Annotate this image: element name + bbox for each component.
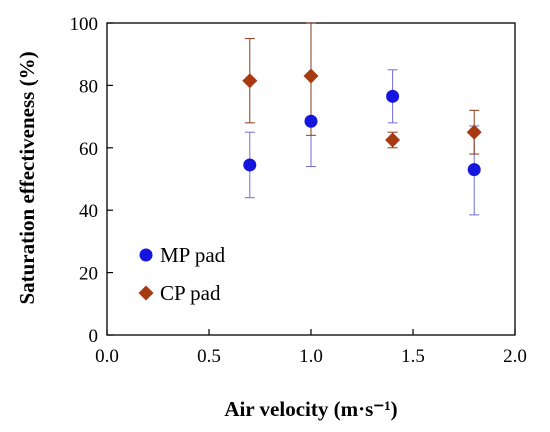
x-tick-label: 1.0: [299, 346, 323, 367]
x-tick-label: 2.0: [503, 346, 527, 367]
legend-item-mp: MP pad: [139, 243, 226, 267]
cp-pad-point: [466, 124, 482, 140]
x-ticks: 0.0 0.5 1.0 1.5 2.0: [95, 329, 527, 367]
legend-diamond-marker: [138, 285, 154, 301]
y-tick-label: 0: [89, 326, 99, 347]
mp-pad-point: [304, 114, 318, 128]
legend-circle-marker: [139, 248, 153, 262]
mp-pad-point: [386, 89, 400, 103]
y-ticks: 0 20 40 60 80 100: [70, 14, 113, 347]
mp-pad-point: [243, 158, 257, 172]
x-axis-label: Air velocity (m·s⁻¹): [224, 397, 397, 421]
data-markers: [242, 68, 482, 177]
x-tick-label: 0.0: [95, 346, 119, 367]
y-axis-label: Saturation effectiveness (%): [15, 51, 39, 304]
x-tick-label: 0.5: [197, 346, 221, 367]
legend-label: MP pad: [160, 243, 226, 267]
mp-pad-point: [467, 163, 481, 177]
legend-item-cp: CP pad: [138, 281, 221, 305]
legend-label: CP pad: [160, 281, 221, 305]
y-tick-label: 40: [79, 201, 98, 222]
cp-pad-point: [385, 132, 401, 148]
error-bars: [244, 22, 480, 216]
y-tick-label: 80: [79, 76, 98, 97]
legend: MP pad CP pad: [138, 243, 226, 305]
y-tick-label: 100: [70, 14, 99, 35]
cp-pad-point: [242, 73, 258, 89]
y-tick-label: 60: [79, 139, 98, 160]
cp-pad-point: [303, 68, 319, 84]
x-tick-label: 1.5: [401, 346, 425, 367]
y-tick-label: 20: [79, 264, 98, 285]
